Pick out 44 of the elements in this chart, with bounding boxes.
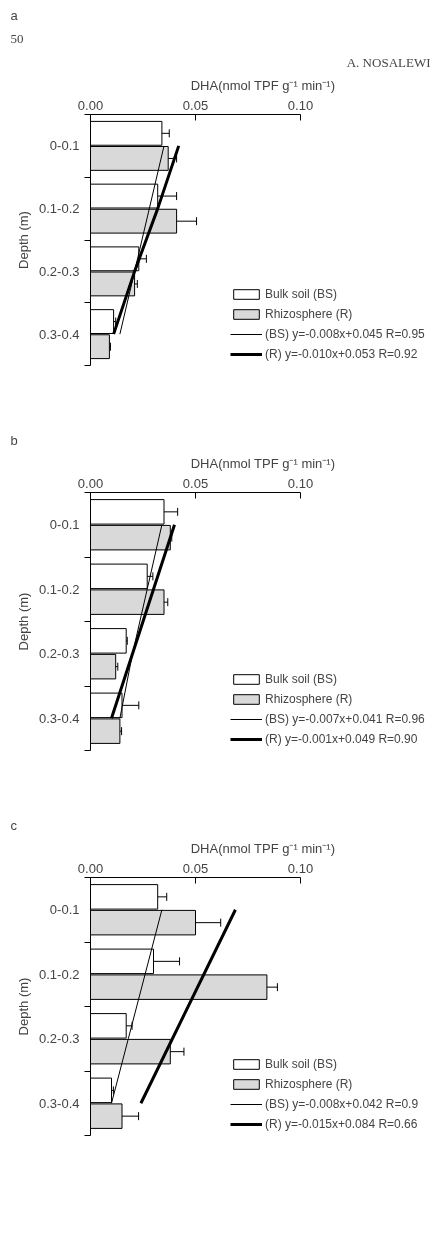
y-axis-title: Depth (m) (16, 977, 32, 1036)
legend-label: (R) y=-0.010x+0.053 R=0.92 (265, 347, 418, 361)
y-tick-label: 0.1-0.2 (39, 581, 80, 597)
x-tick-label: 0.05 (182, 860, 209, 876)
y-tick-label: 0.3-0.4 (39, 326, 80, 342)
legend-label: Rhizosphere (R) (265, 307, 353, 321)
x-tick-label: 0.00 (77, 97, 104, 113)
legend-label: Bulk soil (BS) (265, 1057, 338, 1071)
y-tick-label: 0.2-0.3 (39, 263, 80, 279)
legend-label: (R) y=-0.015x+0.084 R=0.66 (265, 1117, 418, 1131)
legend-label: (BS) y=-0.008x+0.045 R=0.95 (265, 327, 425, 341)
legend-label: Rhizosphere (R) (265, 1077, 353, 1091)
y-tick-label: 0.2-0.3 (39, 646, 80, 662)
x-tick-label: 0.05 (182, 475, 209, 491)
legend-label: (R) y=-0.001x+0.049 R=0.90 (265, 732, 418, 746)
y-tick-label: 0-0.1 (49, 517, 80, 533)
y-axis-title: Depth (m) (16, 211, 32, 269)
x-tick-label: 0.10 (287, 860, 314, 876)
legend-label: Bulk soil (BS) (265, 287, 338, 301)
y-tick-label: 0.1-0.2 (39, 201, 80, 217)
x-tick-label: 0.00 (77, 475, 104, 491)
x-tick-label: 0.05 (182, 97, 209, 113)
x-tick-label: 0.10 (287, 97, 314, 113)
x-tick-label: 0.10 (287, 475, 314, 491)
legend-label: Bulk soil (BS) (265, 672, 338, 686)
legend-label: (BS) y=-0.007x+0.041 R=0.96 (265, 712, 425, 726)
x-axis-title: DHA(nmol TPF g⁻¹ min⁻¹) (190, 840, 336, 856)
chart-title: b (10, 432, 18, 448)
text: 50 (10, 30, 24, 46)
y-tick-label: 0.1-0.2 (39, 966, 80, 982)
y-axis-title: Depth (m) (16, 592, 32, 651)
text: A. NOSALEWI (346, 54, 431, 70)
x-axis-title: DHA(nmol TPF g⁻¹ min⁻¹) (190, 455, 336, 471)
legend-label: Rhizosphere (R) (265, 692, 353, 706)
y-tick-label: 0.3-0.4 (39, 1095, 80, 1111)
y-tick-label: 0.3-0.4 (39, 710, 80, 726)
y-tick-label: 0-0.1 (49, 138, 80, 154)
chart-title: c (10, 817, 18, 833)
x-tick-label: 0.00 (77, 860, 104, 876)
legend-label: (BS) y=-0.008x+0.042 R=0.9 (265, 1097, 419, 1111)
chart-title: a (10, 7, 19, 23)
x-axis-title: DHA(nmol TPF g⁻¹ min⁻¹) (190, 77, 336, 93)
y-tick-label: 0-0.1 (49, 902, 80, 918)
y-tick-label: 0.2-0.3 (39, 1031, 80, 1047)
